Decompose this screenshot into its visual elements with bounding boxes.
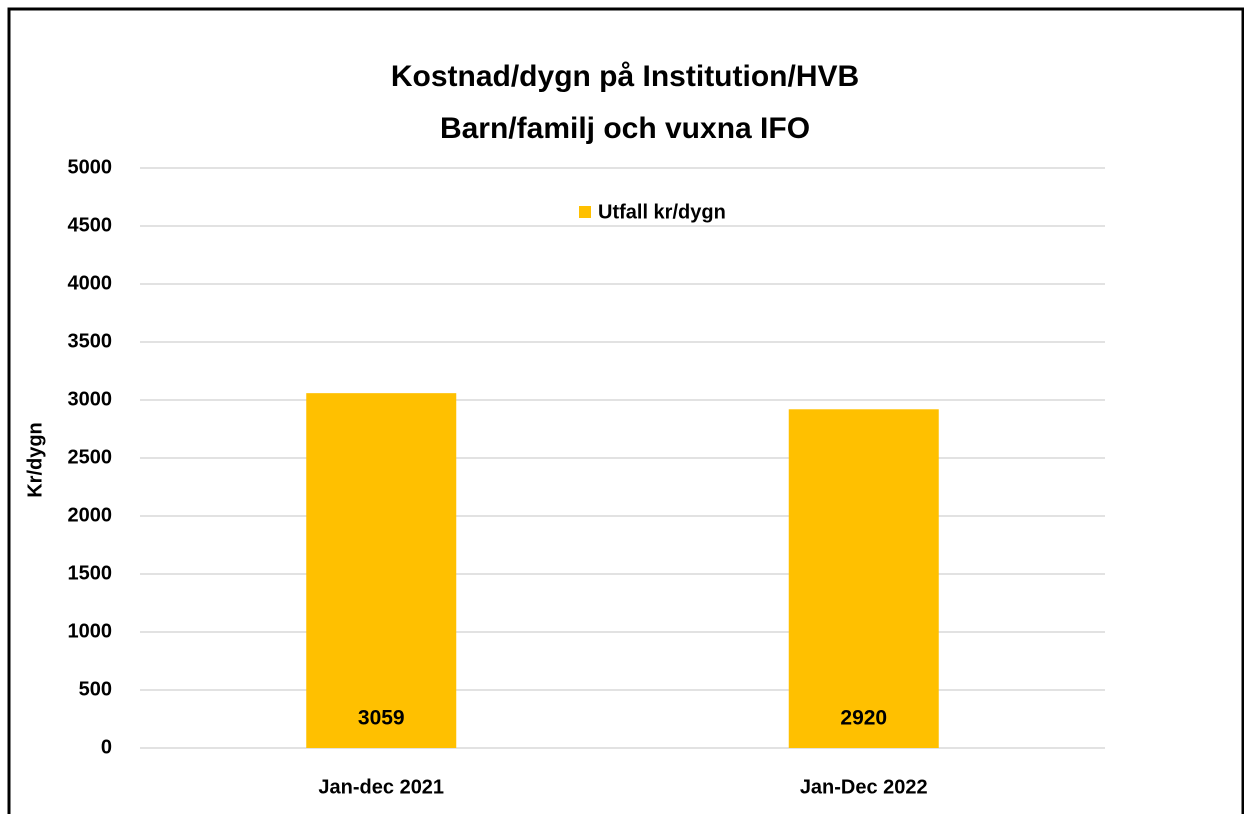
bar xyxy=(788,409,939,748)
y-tick-label: 2000 xyxy=(68,504,113,526)
x-tick-label: Jan-Dec 2022 xyxy=(800,776,928,798)
x-tick-label: Jan-dec 2021 xyxy=(318,776,444,798)
data-label: 3059 xyxy=(358,707,405,730)
y-tick-label: 1500 xyxy=(68,562,113,584)
y-tick-label: 4500 xyxy=(68,214,113,236)
legend-marker xyxy=(579,206,591,218)
chart-title: Barn/familj och vuxna IFO xyxy=(440,112,810,145)
y-tick-label: 3500 xyxy=(68,330,113,352)
data-label: 2920 xyxy=(840,707,887,730)
chart-border xyxy=(7,7,1244,814)
y-tick-label: 2500 xyxy=(68,446,113,468)
legend-label: Utfall kr/dygn xyxy=(598,201,726,223)
y-tick-label: 4000 xyxy=(68,272,113,294)
y-tick-label: 3000 xyxy=(68,388,113,410)
bar xyxy=(306,393,457,748)
y-axis-label: Kr/dygn xyxy=(24,422,46,498)
y-tick-label: 0 xyxy=(101,736,112,758)
y-tick-label: 5000 xyxy=(68,156,113,178)
chart-title: Kostnad/dygn på Institution/HVB xyxy=(391,60,859,93)
y-tick-label: 1000 xyxy=(68,620,113,642)
y-tick-label: 500 xyxy=(79,678,112,700)
